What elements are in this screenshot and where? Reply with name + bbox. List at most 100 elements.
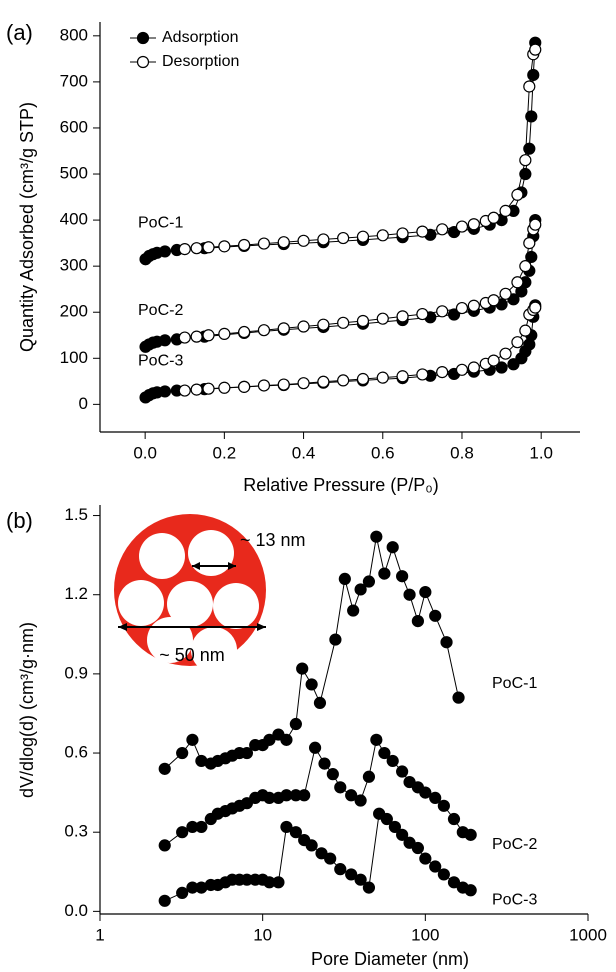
marker: [178, 243, 191, 256]
y-tick-label: 0.0: [64, 901, 88, 920]
marker: [305, 839, 318, 852]
marker: [186, 733, 199, 746]
marker: [525, 110, 538, 123]
marker: [338, 572, 351, 585]
marker: [362, 770, 376, 783]
y-tick-label: 800: [60, 25, 88, 44]
marker: [337, 316, 350, 329]
x-tick-label: 1: [95, 925, 104, 944]
marker: [345, 789, 358, 802]
marker: [345, 868, 358, 881]
sample-label: PoC-3: [138, 353, 183, 370]
y-tick-label: 0.6: [64, 743, 88, 762]
marker: [277, 322, 290, 335]
marker: [455, 301, 469, 315]
x-tick-label: 10: [253, 925, 272, 944]
marker: [329, 633, 342, 646]
marker: [158, 762, 171, 775]
marker: [354, 583, 367, 596]
marker: [356, 314, 370, 328]
marker: [337, 231, 350, 245]
pore: [191, 627, 237, 673]
y-tick-label: 1.2: [64, 584, 88, 603]
marker: [396, 828, 409, 841]
marker: [362, 881, 376, 894]
marker: [202, 329, 215, 342]
marker: [467, 218, 480, 231]
y-tick-label: 400: [60, 210, 88, 229]
y-axis-label: Quantity Adsorbed (cm³/g STP): [17, 102, 37, 352]
x-tick-label: 0.6: [371, 443, 395, 462]
marker: [487, 211, 500, 224]
marker: [272, 876, 285, 889]
marker: [218, 327, 231, 340]
y-tick-label: 0.9: [64, 663, 88, 682]
marker: [529, 218, 542, 231]
pore: [213, 583, 259, 629]
marker: [308, 741, 322, 754]
legend-marker: [136, 55, 150, 69]
series-label: PoC-3: [492, 891, 537, 908]
marker: [297, 234, 310, 247]
panel-label: (a): [6, 20, 33, 45]
marker: [324, 852, 337, 865]
marker: [429, 791, 442, 804]
annotation: ~ 13 nm: [240, 530, 306, 550]
marker: [277, 378, 290, 391]
marker: [437, 868, 450, 881]
marker: [396, 370, 409, 383]
y-tick-label: 600: [60, 117, 88, 136]
marker: [297, 320, 310, 333]
marker: [317, 375, 330, 388]
marker: [318, 757, 331, 770]
marker: [176, 886, 189, 899]
marker: [487, 294, 500, 307]
marker: [396, 570, 409, 583]
y-axis-label: dV/dlog(d) (cm³/g·nm): [17, 622, 37, 798]
y-tick-label: 500: [60, 164, 88, 183]
pore: [139, 533, 185, 579]
x-tick-label: 100: [411, 925, 439, 944]
marker: [354, 873, 367, 886]
marker: [523, 237, 536, 250]
marker: [376, 229, 389, 242]
marker: [440, 636, 453, 649]
marker: [158, 894, 171, 907]
marker: [176, 826, 189, 839]
marker: [429, 860, 442, 873]
marker: [419, 786, 432, 799]
marker: [334, 781, 347, 794]
marker: [519, 260, 532, 273]
marker: [519, 324, 532, 337]
marker: [238, 380, 251, 393]
marker: [315, 847, 328, 860]
x-tick-label: 0.4: [292, 443, 316, 462]
marker: [411, 615, 424, 628]
pore: [118, 580, 164, 626]
x-tick-label: 1.0: [529, 443, 553, 462]
legend-marker: [136, 31, 150, 45]
marker: [495, 361, 508, 374]
marker: [499, 347, 512, 360]
marker: [447, 812, 461, 826]
marker: [452, 691, 465, 704]
marker: [419, 852, 432, 865]
series-label: PoC-1: [492, 675, 537, 692]
marker: [376, 312, 389, 325]
marker: [277, 236, 290, 249]
marker: [317, 318, 330, 331]
x-tick-label: 1000: [569, 925, 607, 944]
marker: [507, 358, 520, 371]
marker: [464, 828, 477, 841]
marker: [362, 575, 376, 588]
marker: [386, 754, 399, 768]
panel-label: (b): [6, 508, 33, 533]
y-tick-label: 0.3: [64, 822, 88, 841]
marker: [280, 733, 293, 746]
marker: [257, 237, 271, 250]
marker: [529, 301, 542, 314]
marker: [396, 310, 409, 323]
marker: [370, 733, 383, 746]
marker: [190, 242, 203, 255]
marker: [416, 225, 429, 238]
